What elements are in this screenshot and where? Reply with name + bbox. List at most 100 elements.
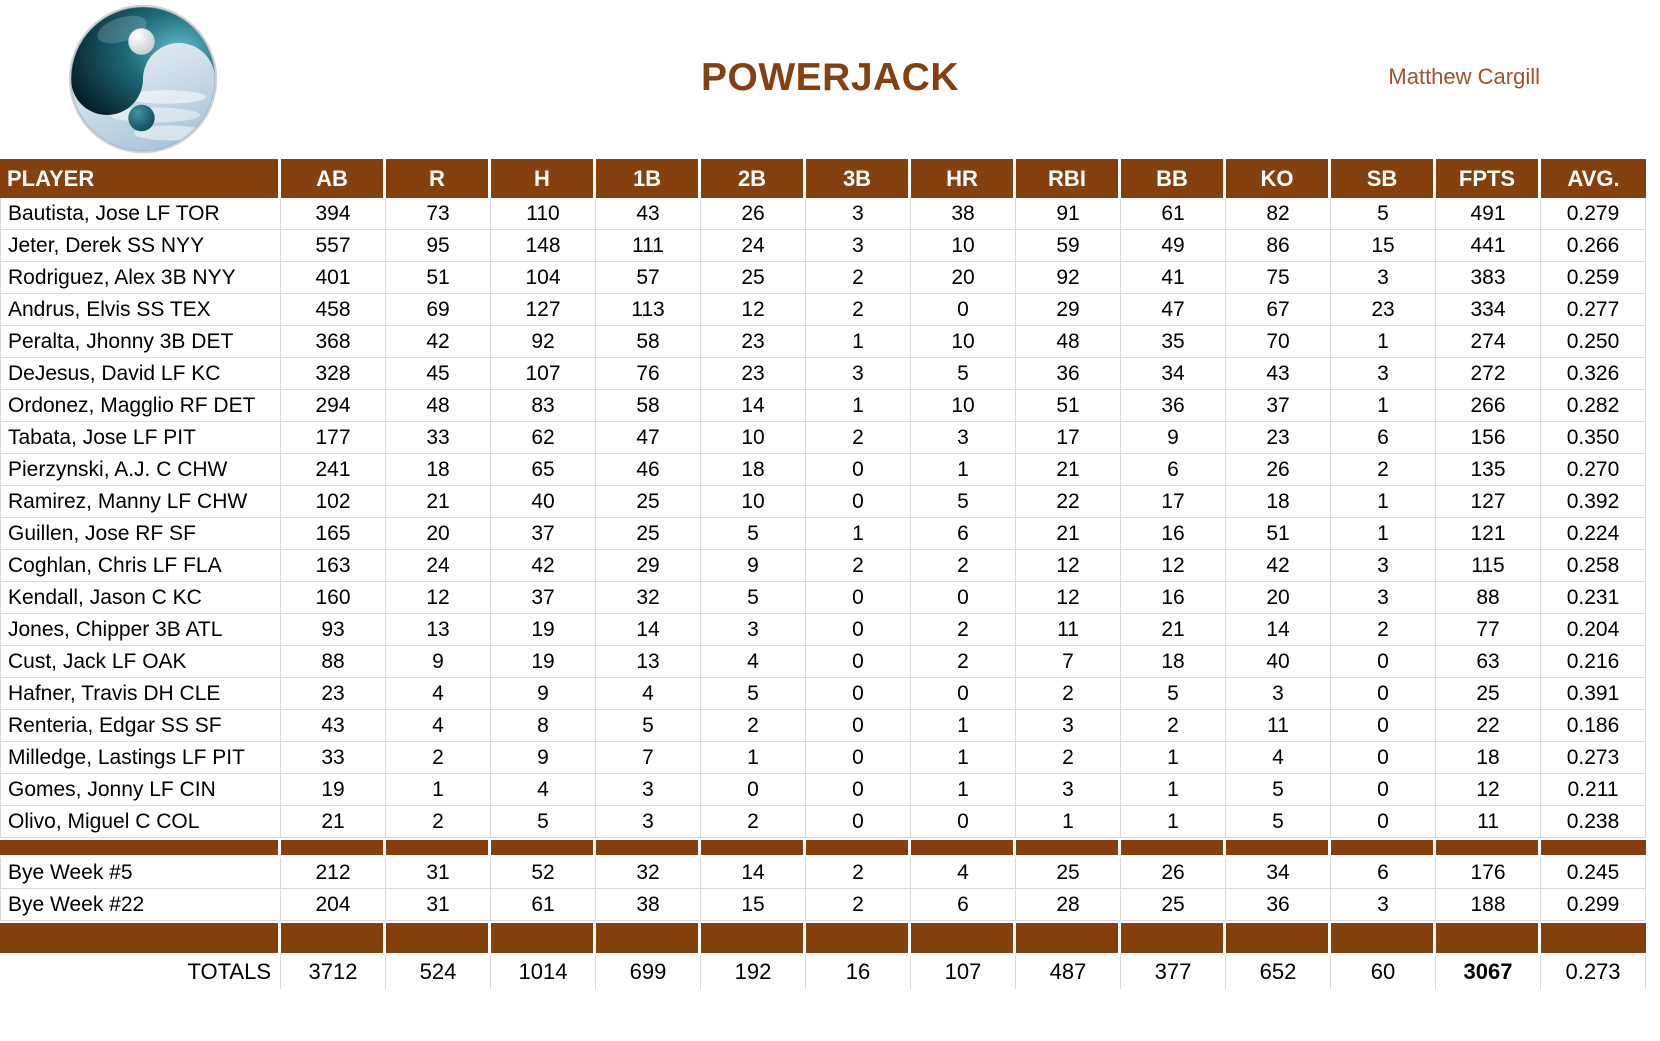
stat-value: 58 xyxy=(596,326,701,358)
column-header-player: PLAYER xyxy=(0,159,281,198)
stat-value: 394 xyxy=(281,198,386,230)
column-header-hr: HR xyxy=(911,159,1016,198)
stat-value: 1 xyxy=(1331,390,1436,422)
stat-value: 34 xyxy=(1226,857,1331,889)
stat-value: 121 xyxy=(1436,518,1541,550)
stat-value: 20 xyxy=(1226,582,1331,614)
stat-value: 127 xyxy=(1436,486,1541,518)
stat-value: 23 xyxy=(1331,294,1436,326)
stat-value: 40 xyxy=(1226,646,1331,678)
stat-value: 2 xyxy=(806,857,911,889)
stat-value: 1 xyxy=(806,518,911,550)
stat-value: 21 xyxy=(281,806,386,838)
stat-value: 4 xyxy=(911,857,1016,889)
stat-value: 2 xyxy=(806,422,911,454)
stat-value: 43 xyxy=(281,710,386,742)
stat-value: 52 xyxy=(491,857,596,889)
stat-value: 46 xyxy=(596,454,701,486)
stat-value: 47 xyxy=(596,422,701,454)
player-row: Hafner, Travis DH CLE 23 4 9 4 5 0 0 2 5 3 0 25 0.391 xyxy=(0,678,1646,710)
stat-value: 33 xyxy=(386,422,491,454)
stat-value: 25 xyxy=(596,486,701,518)
stat-value: 4 xyxy=(386,710,491,742)
stat-value: 0 xyxy=(1331,742,1436,774)
separator-segment xyxy=(1436,840,1541,855)
stat-value: 328 xyxy=(281,358,386,390)
stat-value: 491 xyxy=(1436,198,1541,230)
stat-value: 3 xyxy=(1016,774,1121,806)
stat-value: 47 xyxy=(1121,294,1226,326)
stat-value: 176 xyxy=(1436,857,1541,889)
stat-value: 28 xyxy=(1016,889,1121,921)
stat-value: 165 xyxy=(281,518,386,550)
separator-segment xyxy=(491,923,596,953)
stat-value: 95 xyxy=(386,230,491,262)
column-header-sb: SB xyxy=(1331,159,1436,198)
stat-value: 25 xyxy=(596,518,701,550)
stat-value: 37 xyxy=(1226,390,1331,422)
stat-value: 111 xyxy=(596,230,701,262)
stat-value: 76 xyxy=(596,358,701,390)
stat-value: 25 xyxy=(1016,857,1121,889)
stat-value: 3 xyxy=(1016,710,1121,742)
stat-value: 65 xyxy=(491,454,596,486)
stat-value: 21 xyxy=(1016,454,1121,486)
stat-value: 67 xyxy=(1226,294,1331,326)
stat-value: 334 xyxy=(1436,294,1541,326)
player-row: Kendall, Jason C KC 160 12 37 32 5 0 0 12 16 20 3 88… xyxy=(0,582,1646,614)
stat-value: 2 xyxy=(911,646,1016,678)
stat-value: 2 xyxy=(806,550,911,582)
stat-value: 107 xyxy=(911,955,1016,989)
separator-row xyxy=(0,921,1646,955)
stat-value: 3 xyxy=(1331,582,1436,614)
stat-value: 19 xyxy=(281,774,386,806)
stat-value: 0.211 xyxy=(1541,774,1646,806)
stat-value: 2 xyxy=(806,889,911,921)
stat-value: 70 xyxy=(1226,326,1331,358)
stat-value: 0 xyxy=(806,646,911,678)
separator-segment xyxy=(701,923,806,953)
stat-value: 4 xyxy=(491,774,596,806)
stat-value: 6 xyxy=(1331,857,1436,889)
stat-value: 15 xyxy=(1331,230,1436,262)
stat-value: 652 xyxy=(1226,955,1331,989)
separator-segment xyxy=(806,923,911,953)
player-name: Cust, Jack LF OAK xyxy=(0,646,281,678)
stat-value: 274 xyxy=(1436,326,1541,358)
stat-value: 77 xyxy=(1436,614,1541,646)
column-header-h: H xyxy=(491,159,596,198)
player-row: Ramirez, Manny LF CHW 102 21 40 25 10 0 5 22 17 18… xyxy=(0,486,1646,518)
separator-segment xyxy=(1436,923,1541,953)
stat-value: 86 xyxy=(1226,230,1331,262)
stat-value: 104 xyxy=(491,262,596,294)
stat-value: 212 xyxy=(281,857,386,889)
stat-value: 107 xyxy=(491,358,596,390)
stat-value: 31 xyxy=(386,889,491,921)
separator-segment xyxy=(0,840,281,855)
stat-value: 25 xyxy=(1121,889,1226,921)
stat-value: 23 xyxy=(1226,422,1331,454)
stat-value: 1 xyxy=(701,742,806,774)
stat-value: 26 xyxy=(1121,857,1226,889)
player-name: Jones, Chipper 3B ATL xyxy=(0,614,281,646)
stat-value: 2 xyxy=(806,294,911,326)
player-row: Ordonez, Magglio RF DET 294 48 83 58 14 1 10 51 3… xyxy=(0,390,1646,422)
stat-value: 26 xyxy=(701,198,806,230)
stat-value: 32 xyxy=(596,582,701,614)
stat-value: 163 xyxy=(281,550,386,582)
stat-value: 18 xyxy=(701,454,806,486)
stat-value: 699 xyxy=(596,955,701,989)
stat-value: 4 xyxy=(1226,742,1331,774)
stat-value: 11 xyxy=(1436,806,1541,838)
stat-value: 5 xyxy=(1226,806,1331,838)
page-title: POWERJACK xyxy=(700,56,960,99)
stat-value: 12 xyxy=(1016,550,1121,582)
stat-value: 1 xyxy=(1331,518,1436,550)
stat-value: 11 xyxy=(1226,710,1331,742)
stat-value: 0.245 xyxy=(1541,857,1646,889)
stat-value: 557 xyxy=(281,230,386,262)
stat-value: 19 xyxy=(491,614,596,646)
stat-value: 12 xyxy=(1121,550,1226,582)
stat-value: 0 xyxy=(806,774,911,806)
stat-value: 0 xyxy=(806,582,911,614)
